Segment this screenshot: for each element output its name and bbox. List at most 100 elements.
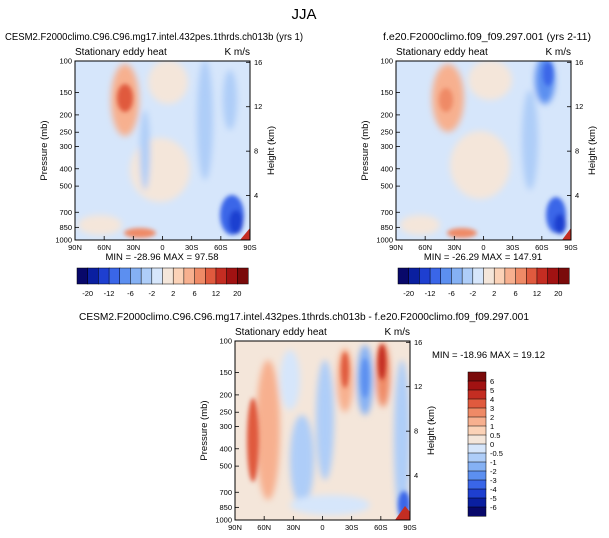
colorbar-1-label: -6 <box>127 289 134 298</box>
panel-2-units: K m/s <box>545 47 571 58</box>
colorbar-3-label: 3 <box>490 404 494 413</box>
panel-3-ytick-label: 150 <box>219 368 232 377</box>
panel-3-ytick-label: 100 <box>219 337 232 346</box>
colorbar-1-label: 12 <box>212 289 220 298</box>
panel-3-ytick-label: 250 <box>219 408 232 417</box>
panel-2: f.e20.F2000climo.f09_f09.297.001 (yrs 2-… <box>360 31 598 252</box>
colorbar-1-swatch <box>108 267 121 285</box>
panel-3-xtick-label: 60N <box>257 523 271 532</box>
colorbar-3-swatch <box>467 479 487 490</box>
panel-3-stats: MIN = -18.96 MAX = 19.12 <box>432 350 545 361</box>
colorbar-3-label: 2 <box>490 413 494 422</box>
colorbar-2-swatch <box>515 267 527 285</box>
panel-1-ytick-right-label: 8 <box>254 147 258 156</box>
panel-2-ytick-right-label: 12 <box>575 102 583 111</box>
colorbar-3-swatch <box>467 497 487 508</box>
colorbar-2-label: -20 <box>403 289 414 298</box>
panel-3-ytick-right-label: 8 <box>414 427 418 436</box>
colorbar-3-swatch <box>467 425 487 436</box>
panel-2-ytick-label: 100 <box>380 57 393 66</box>
colorbar-3-swatch <box>467 488 487 499</box>
colorbar-2-label: -2 <box>469 289 476 298</box>
panel-3-title: CESM2.F2000climo.C96.C96.mg17.intel.432p… <box>79 311 529 323</box>
panel-1-title: CESM2.F2000climo.C96.C96.mg17.intel.432p… <box>5 31 303 43</box>
colorbar-3-swatch <box>467 443 487 454</box>
panel-3-xtick-label: 90S <box>403 523 416 532</box>
colorbar-3-swatch <box>467 389 487 400</box>
panel-1-ytick-label: 150 <box>59 88 72 97</box>
colorbar-1-swatch <box>87 267 99 285</box>
colorbar-2-swatch <box>419 267 431 285</box>
colorbar-1-label: -20 <box>82 289 93 298</box>
colorbar-2-swatch <box>451 267 463 285</box>
panel-2-ytick-right-label: 4 <box>575 191 579 200</box>
colorbar-2-label: -6 <box>448 289 455 298</box>
colorbar-3-swatch <box>467 461 487 472</box>
colorbar-3-label: 6 <box>490 377 494 386</box>
panel-3-ytick-right-label: 4 <box>414 471 418 480</box>
colorbar-2-label: 20 <box>554 289 562 298</box>
colorbar-1-label: -2 <box>148 289 155 298</box>
colorbar-1-swatch <box>215 267 228 285</box>
panel-3-ytick-right-label: 12 <box>414 382 422 391</box>
panel-1-ytick-label: 850 <box>59 223 72 232</box>
colorbar-2-swatch <box>536 267 549 285</box>
colorbar-1-swatch <box>205 267 217 285</box>
panel-2-ytick-label: 850 <box>380 223 393 232</box>
colorbar-3-label: -2 <box>490 467 497 476</box>
panel-3-ytick-right-label: 16 <box>414 338 422 347</box>
colorbar-3-label: 5 <box>490 386 494 395</box>
panel-2-ytick-label: 200 <box>380 110 393 119</box>
panel-2-xtick-label: 90N <box>389 243 403 252</box>
panel-3-ytick-label: 1000 <box>215 516 232 525</box>
panel-1-ylabel-right: Height (km) <box>266 126 277 175</box>
colorbar-3-label: -3 <box>490 476 497 485</box>
panel-3-xtick-label: 90N <box>228 523 242 532</box>
panel-3-ytick-label: 850 <box>219 503 232 512</box>
colorbar-2-swatch <box>429 267 442 285</box>
colorbar-2-label: 2 <box>492 289 496 298</box>
colorbar-1-label: -12 <box>104 289 115 298</box>
panel-1-ytick-label: 500 <box>59 182 72 191</box>
colorbar-1-swatch <box>151 267 164 285</box>
colorbar-3-swatch <box>467 416 487 427</box>
colorbar-3-label: -5 <box>490 494 497 503</box>
colorbar-3-label: 4 <box>490 395 494 404</box>
panel-1-ytick-right-label: 16 <box>254 58 262 67</box>
panel-2-ytick-label: 300 <box>380 142 393 151</box>
colorbar-2-swatch <box>461 267 474 285</box>
panel-1-xtick-label: 0 <box>160 243 164 252</box>
colorbar-2: MIN = -26.29 MAX = 147.91 -20 -12 -6 -2 2 6 12… <box>397 252 570 298</box>
panel-3-ytick-label: 700 <box>219 488 232 497</box>
panel-1-ytick-label: 300 <box>59 142 72 151</box>
colorbar-3-swatch <box>467 371 487 382</box>
colorbar-3-swatch <box>467 434 487 445</box>
colorbar-2-swatch <box>504 267 517 285</box>
panel-1-ytick-right-label: 4 <box>254 191 258 200</box>
colorbar-2-label: 6 <box>513 289 517 298</box>
colorbar-2-label: -12 <box>425 289 436 298</box>
panel-2-ylabel: Pressure (mb) <box>360 120 371 180</box>
panel-1-xtick-label: 60S <box>214 243 227 252</box>
colorbar-1-label: 6 <box>192 289 196 298</box>
panel-1-field <box>75 61 250 240</box>
panel-3-ytick-label: 300 <box>219 422 232 431</box>
panel-1-xtick-label: 90N <box>68 243 82 252</box>
colorbar-1-swatch <box>172 267 185 285</box>
panel-2-field <box>396 61 571 240</box>
colorbar-2-swatch <box>493 267 506 285</box>
colorbar-1-label: 2 <box>171 289 175 298</box>
panel-3-units: K m/s <box>384 327 410 338</box>
colorbar-2-swatch <box>408 267 420 285</box>
colorbar-1-swatch <box>98 267 110 285</box>
panel-3-field <box>235 341 410 520</box>
panel-3-subtitle: Stationary eddy heat <box>235 327 327 338</box>
colorbar-1-swatch <box>119 267 131 285</box>
panel-3-ytick-label: 500 <box>219 462 232 471</box>
colorbar-2-swatch <box>472 267 485 285</box>
figure-title: JJA <box>291 6 316 23</box>
panel-2-ytick-label: 150 <box>380 88 393 97</box>
colorbar-3-label: -6 <box>490 503 497 512</box>
colorbar-2-swatch <box>558 267 570 285</box>
